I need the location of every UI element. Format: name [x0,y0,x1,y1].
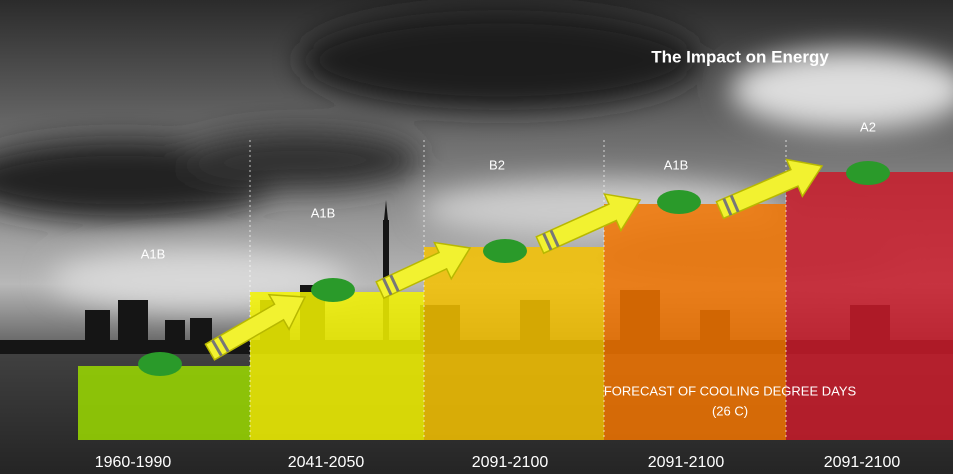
scenario-label: A2 [860,119,876,134]
scenario-label: A1B [141,246,166,261]
period-label: 2091-2100 [824,454,901,471]
arrow-stripe [382,277,393,296]
marker [657,190,701,214]
arrow-stripe [542,232,553,251]
arrow-stripe [211,339,223,357]
arrow-stripe [729,194,740,213]
marker [311,278,355,302]
arrow-body [535,193,642,255]
arrow [715,158,824,220]
step-bar [604,204,786,440]
arrow-body [715,158,824,220]
marker [846,161,890,185]
scenario-label: A1B [311,205,336,220]
arrow-stripe [389,274,400,293]
scenario-label: A1B [664,157,689,172]
arrow-body [204,293,307,361]
arrow [375,241,472,300]
arrow-body [375,241,472,300]
step-bar [424,247,604,440]
arrow-stripe [218,335,230,353]
marker [138,352,182,376]
period-label: 2091-2100 [472,454,549,471]
step-bar [786,172,953,440]
arrow [535,193,642,255]
period-label: 2041-2050 [288,454,365,471]
arrows [204,158,824,361]
period-label: 2091-2100 [648,454,725,471]
note-line: (26 C) [712,403,748,418]
arrow-stripe [549,229,560,248]
note-line: FORECAST OF COOLING DEGREE DAYS [604,383,857,398]
step-bar [78,366,250,440]
title: The Impact on Energy [651,47,829,66]
period-label: 1960-1990 [95,454,172,471]
scenario-label: B2 [489,157,505,172]
marker [483,239,527,263]
arrow-stripe [722,197,733,216]
arrow [204,293,307,361]
